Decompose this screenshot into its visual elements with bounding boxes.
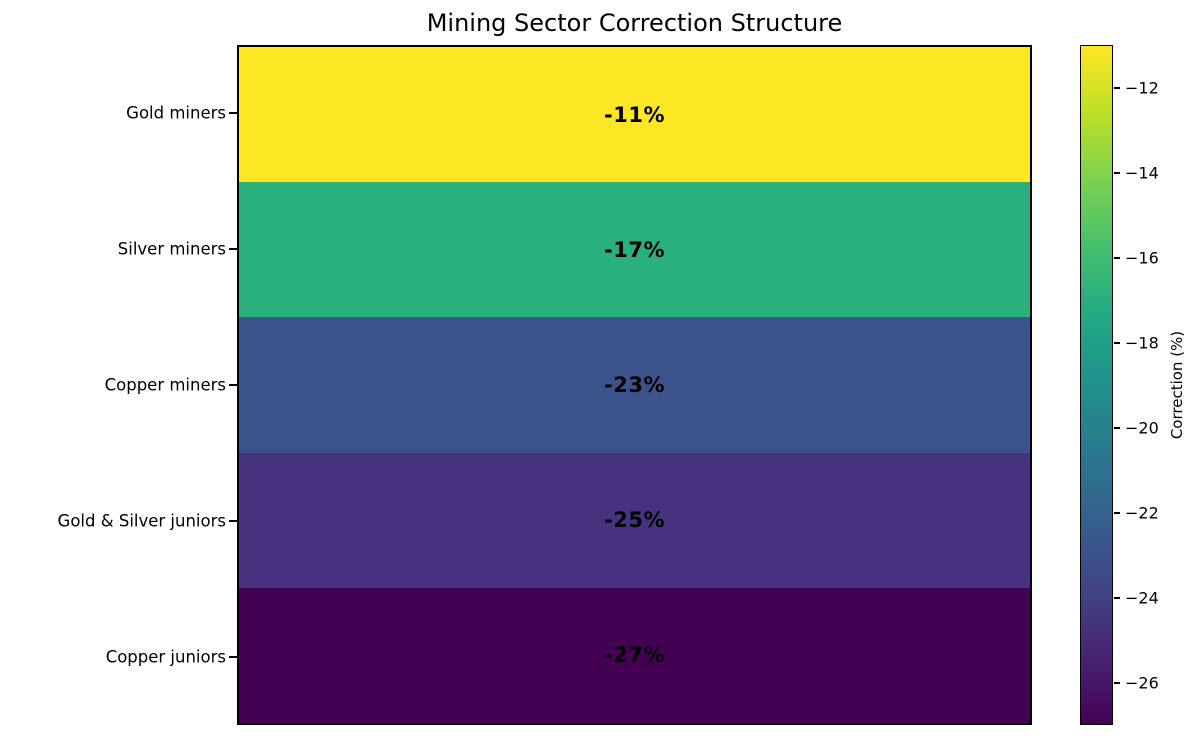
y-axis-label-copper-miners: Copper miners xyxy=(104,375,226,395)
cell-value-label: -17% xyxy=(604,237,665,262)
y-axis-tick xyxy=(229,520,237,522)
heatmap-cell-copper-miners: -23% xyxy=(239,317,1030,453)
y-axis-tick xyxy=(229,656,237,658)
colorbar-tick xyxy=(1114,426,1120,429)
cell-value-label: -27% xyxy=(604,643,665,668)
y-axis-label-gold-silver-juniors: Gold & Silver juniors xyxy=(57,511,226,531)
colorbar-tick xyxy=(1114,511,1120,514)
y-axis-label-silver-miners: Silver miners xyxy=(117,239,226,259)
colorbar-tick-label: −16 xyxy=(1125,248,1159,267)
cell-value-label: -23% xyxy=(604,373,665,397)
heatmap-cell-silver-miners: -17% xyxy=(239,182,1030,318)
colorbar xyxy=(1080,45,1113,725)
colorbar-tick xyxy=(1114,681,1120,684)
colorbar-axis-label: Correction (%) xyxy=(1168,330,1186,440)
y-axis-label-gold-miners: Gold miners xyxy=(126,103,226,123)
cell-value-label: -11% xyxy=(604,102,665,127)
colorbar-tick-label: −22 xyxy=(1125,503,1159,522)
heatmap-cell-gold-silver-juniors: -25% xyxy=(239,452,1030,588)
y-axis-tick xyxy=(229,384,237,386)
cell-value-label: -25% xyxy=(604,508,665,533)
colorbar-tick xyxy=(1114,341,1120,344)
colorbar-tick xyxy=(1114,596,1120,599)
y-axis-label-copper-juniors: Copper juniors xyxy=(105,647,226,667)
colorbar-tick-label: −20 xyxy=(1125,418,1159,437)
chart-title: Mining Sector Correction Structure xyxy=(426,9,843,37)
colorbar-tick-label: −12 xyxy=(1125,78,1159,97)
heatmap-cell-copper-juniors: -27% xyxy=(239,587,1030,724)
colorbar-tick xyxy=(1114,256,1120,259)
colorbar-tick-label: −14 xyxy=(1125,163,1159,182)
heatmap-cell-gold-miners: -11% xyxy=(239,47,1030,183)
colorbar-tick xyxy=(1114,171,1120,174)
heatmap-plot-area: -11% -17% -23% -25% -27% xyxy=(237,45,1032,725)
colorbar-tick xyxy=(1114,86,1120,89)
y-axis-tick xyxy=(229,112,237,114)
y-axis-tick xyxy=(229,248,237,250)
colorbar-tick-label: −26 xyxy=(1125,673,1159,692)
colorbar-tick-label: −18 xyxy=(1125,333,1159,352)
colorbar-tick-label: −24 xyxy=(1125,588,1159,607)
